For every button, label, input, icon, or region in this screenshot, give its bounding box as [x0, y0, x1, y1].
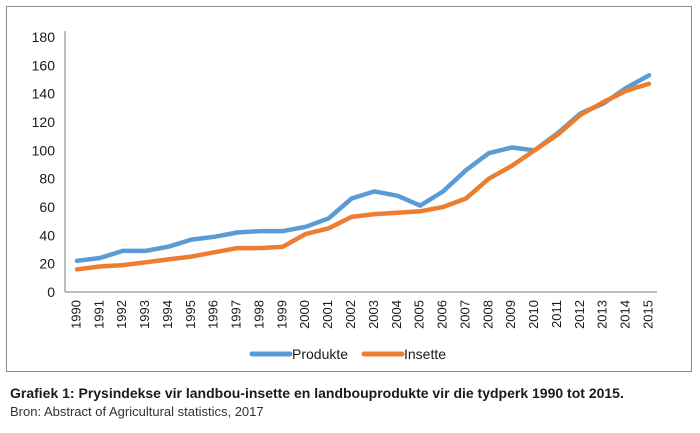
x-tick-label: 1998 — [251, 300, 266, 329]
y-tick-label: 100 — [32, 142, 56, 158]
y-tick-label: 40 — [39, 227, 55, 243]
x-tick-label: 2007 — [457, 300, 472, 329]
x-tick-label: 2010 — [526, 300, 541, 329]
x-tick-label: 1995 — [183, 300, 198, 329]
x-tick-label: 2006 — [435, 300, 450, 329]
x-tick-label: 2003 — [366, 300, 381, 329]
y-tick-label: 60 — [39, 199, 55, 215]
x-tick-label: 1994 — [160, 300, 175, 329]
figure-source: Bron: Abstract of Agricultural statistic… — [10, 404, 264, 419]
x-tick-label: 2011 — [549, 300, 564, 328]
y-tick-label: 140 — [32, 86, 56, 102]
x-tick-label: 2009 — [503, 300, 518, 329]
y-tick-label: 180 — [32, 29, 56, 45]
x-tick-label: 2000 — [297, 300, 312, 329]
x-tick-label: 2005 — [412, 300, 427, 329]
x-tick-label: 1991 — [91, 300, 106, 329]
y-tick-label: 160 — [32, 57, 56, 73]
legend-label-produkte: Produkte — [292, 346, 348, 362]
x-tick-label: 2004 — [389, 300, 404, 329]
x-tick-label: 2014 — [618, 300, 633, 329]
x-tick-label: 1999 — [274, 300, 289, 329]
y-tick-label: 20 — [39, 256, 55, 272]
y-tick-label: 120 — [32, 114, 56, 130]
line-chart: 0 20 40 60 80 100 120 140 160 180 1990 1991 1992 1993… — [32, 29, 657, 362]
x-tick-label: 1996 — [206, 300, 221, 329]
x-tick-label: 2001 — [320, 300, 335, 329]
x-tick-label: 1997 — [229, 300, 244, 329]
figure-caption: Grafiek 1: Prysindekse vir landbou-inset… — [10, 385, 624, 401]
series-line-insette — [74, 81, 652, 272]
x-tick-label: 1993 — [137, 300, 152, 329]
y-tick-label: 80 — [39, 171, 55, 187]
series-line-produkte — [74, 73, 652, 264]
x-tick-label: 1992 — [114, 300, 129, 329]
x-tick-label: 2008 — [480, 300, 495, 329]
x-tick-label: 2012 — [572, 300, 587, 329]
legend-label-insette: Insette — [404, 346, 446, 362]
chart-frame: 0 20 40 60 80 100 120 140 160 180 1990 1991 1992 1993… — [6, 6, 692, 372]
x-tick-label: 1990 — [68, 300, 83, 329]
y-tick-label: 0 — [47, 284, 55, 300]
x-tick-label: 2015 — [640, 300, 655, 329]
x-tick-label: 2013 — [595, 300, 610, 329]
x-tick-label: 2002 — [343, 300, 358, 329]
